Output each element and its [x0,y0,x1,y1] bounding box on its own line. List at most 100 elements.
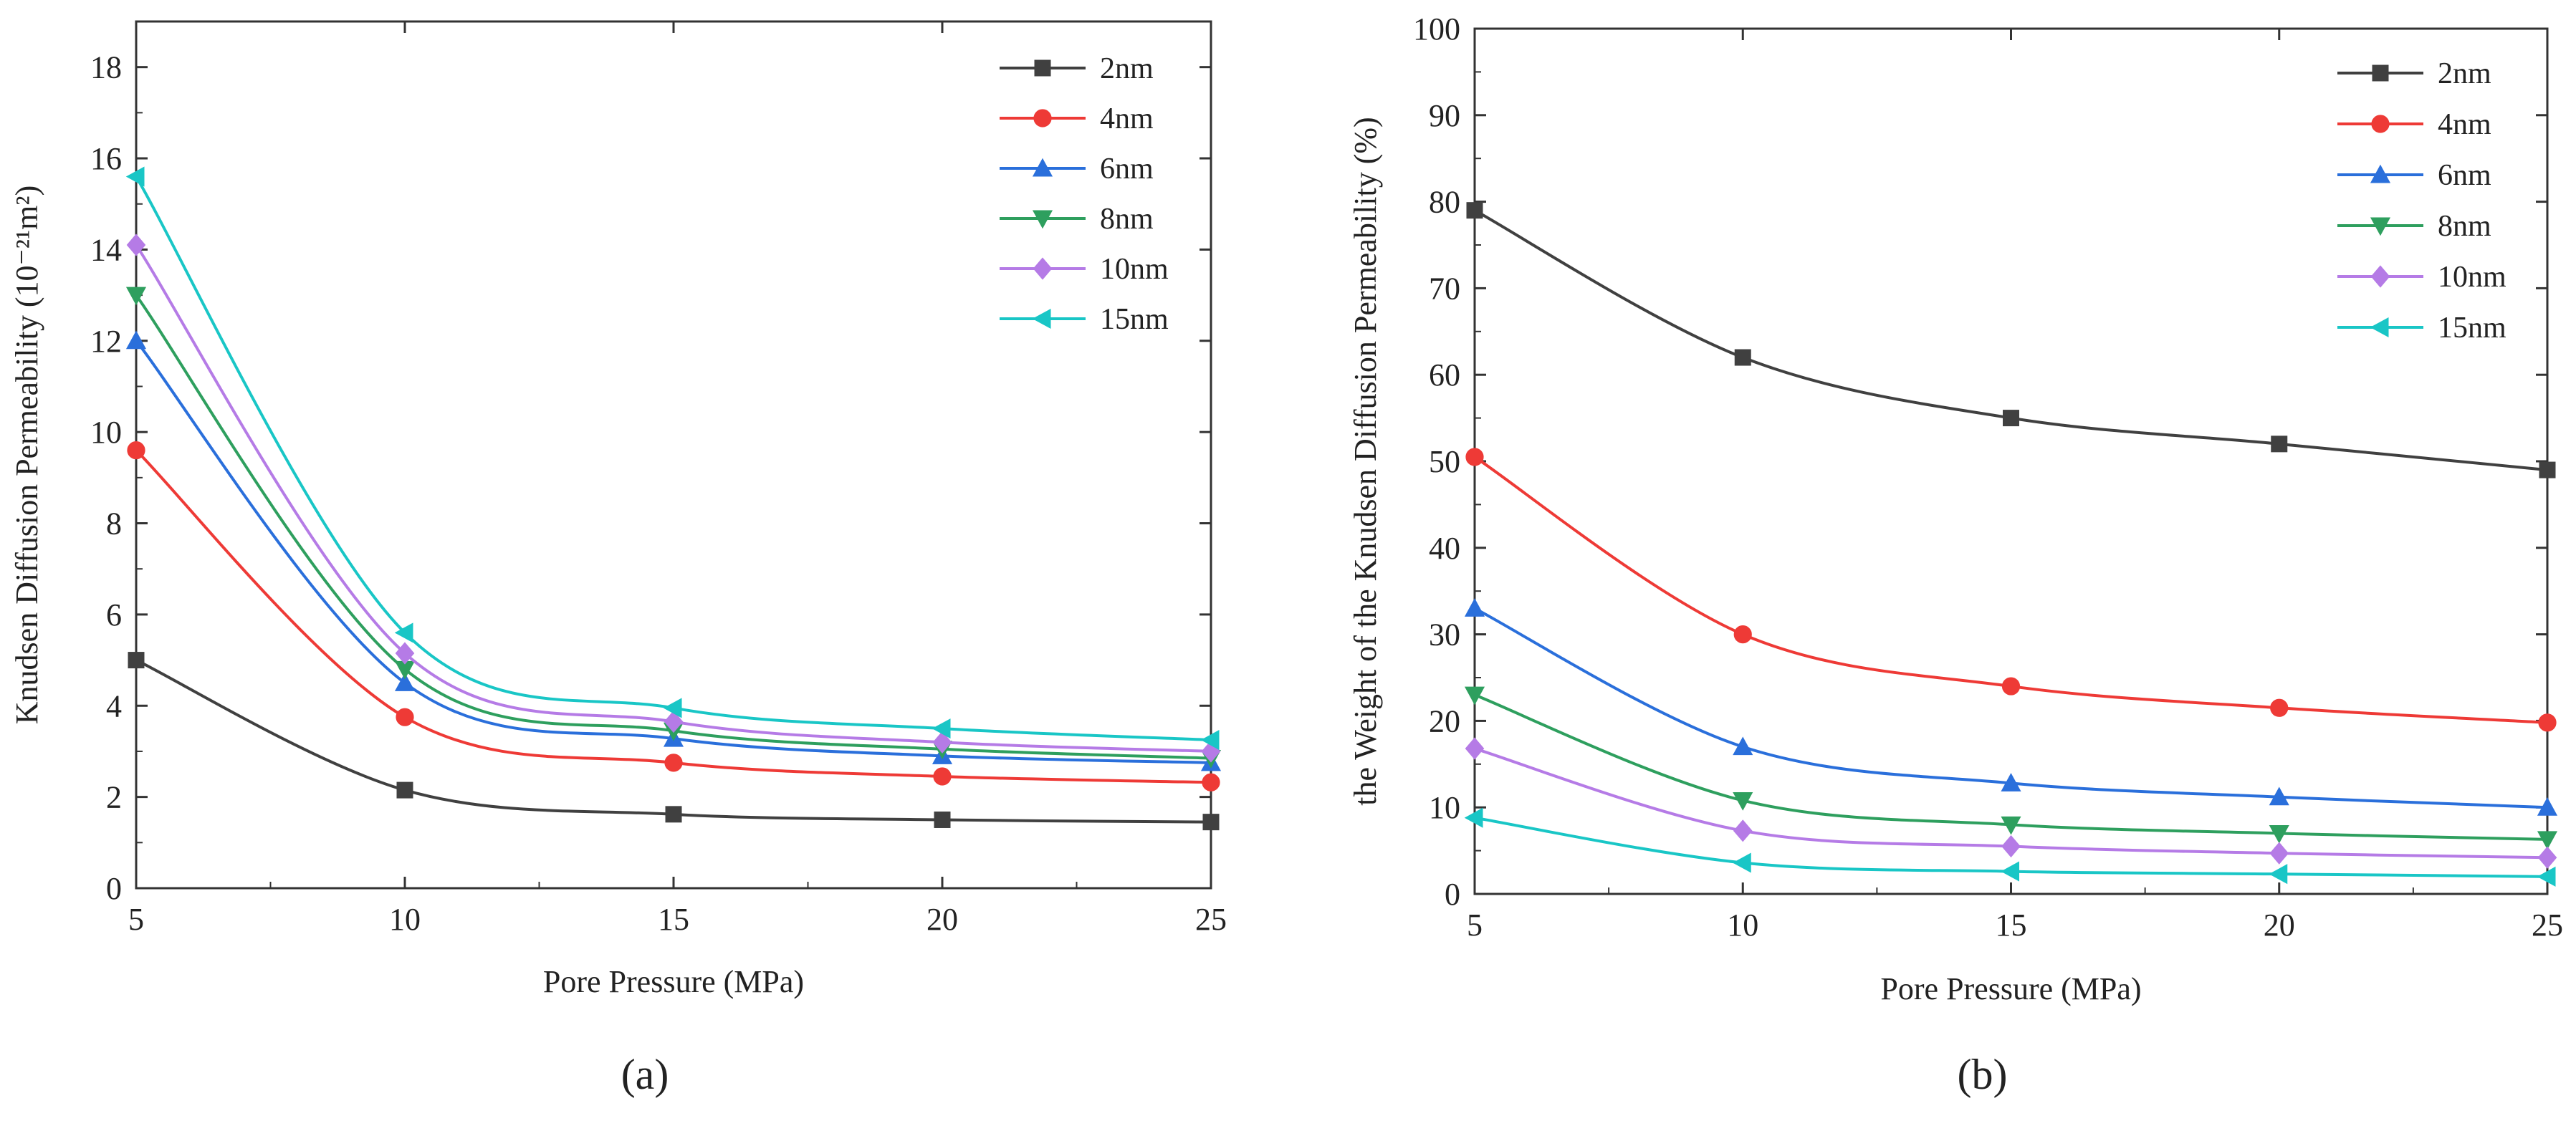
data-point [2539,461,2556,478]
y-tick-label: 30 [1429,617,1460,653]
series-line [1474,208,2548,472]
data-point [2001,773,2021,791]
y-tick-label: 50 [1429,444,1460,479]
series-8nm [1464,686,2558,850]
data-point [2538,713,2557,732]
legend-label: 6nm [2438,159,2491,192]
data-point [932,718,951,739]
data-point [1733,792,1753,811]
data-point [2537,797,2558,816]
data-point [1734,349,1751,366]
data-point [663,698,682,718]
legend-marker [1032,210,1053,229]
data-point [2001,816,2021,835]
legend-label: 8nm [1100,203,1154,236]
data-point [1733,625,1752,644]
data-point [2537,831,2558,850]
y-tick-label: 100 [1413,11,1460,47]
series-line [135,244,1212,753]
data-point [1466,202,1483,219]
legend-label: 8nm [2438,210,2491,243]
x-tick-label: 25 [2532,908,2563,943]
data-point [1202,814,1220,831]
legend-marker [2370,164,2391,183]
data-point [1733,736,1753,756]
data-point [394,622,413,643]
legend-marker [2372,64,2389,82]
data-point [2271,436,2288,453]
y-axis-title: the Weight of the Knudsen Diffusion Perm… [1348,117,1383,805]
y-tick-label: 4 [106,688,122,723]
x-tick-label: 25 [1195,902,1227,937]
data-point [1733,852,1751,873]
data-point [2270,698,2289,717]
x-tick-label: 15 [658,902,689,937]
y-tick-label: 60 [1429,357,1460,393]
legend-marker [2371,115,2390,133]
panel-label: (a) [621,1051,669,1098]
legend-label: 10nm [1100,253,1169,286]
legend-marker [1032,158,1053,177]
data-point [934,811,951,828]
x-tick-label: 5 [1467,908,1483,943]
series-line [135,449,1212,784]
legend-marker [1033,257,1053,280]
data-point [126,234,146,256]
data-point [1465,448,1484,466]
legend-label: 4nm [2438,108,2491,141]
y-tick-label: 8 [106,506,122,542]
y-tick-label: 0 [1445,877,1460,912]
legend-marker [2370,217,2391,236]
data-point [2537,866,2556,887]
legend-marker [1033,109,1052,127]
y-tick-label: 40 [1429,531,1460,566]
y-tick-label: 10 [90,415,122,450]
data-point [2269,842,2289,865]
series-line [135,340,1212,764]
data-point [2537,846,2557,869]
x-axis-title: Pore Pressure (MPa) [1880,971,2141,1006]
data-point [2269,786,2289,806]
y-tick-label: 70 [1429,271,1460,306]
series-6nm [1464,598,2558,816]
data-point [2001,834,2021,858]
chart-panel-a: 5 10 15 20 25 0 2 4 6 8 10 12 14 16 18 Pore Pressure (M… [9,20,1227,1098]
x-axis-title: Pore Pressure (MPa) [543,964,804,999]
data-point [2001,677,2021,696]
legend-label: 4nm [1100,102,1154,135]
y-axis-title: Knudsen Diffusion Permeability (10⁻²¹m²) [9,186,44,724]
series-4nm [1465,448,2557,732]
data-point [1202,773,1220,791]
y-tick-label: 90 [1429,98,1460,133]
y-tick-label: 20 [1429,703,1460,738]
series-2nm [128,652,1220,831]
legend-marker [1034,59,1051,77]
data-point [2003,410,2019,427]
data-point [127,441,145,460]
legend-label: 10nm [2438,261,2506,294]
chart-panel-b: 5 10 15 20 25 0 10 20 30 40 50 60 70 80 90 100 Pore Pres… [1348,11,2563,1098]
legend-label: 2nm [2438,57,2491,90]
data-point [1465,737,1485,760]
y-tick-label: 12 [90,324,122,359]
data-point [664,710,684,733]
data-point [394,673,416,691]
y-tick-label: 14 [90,232,122,267]
data-point [1200,729,1220,751]
data-point [2001,861,2019,882]
data-point [1464,598,1485,617]
data-point [125,166,145,187]
x-tick-label: 10 [389,902,421,937]
series-2nm [1466,202,2556,478]
y-tick-label: 0 [106,871,122,906]
series-line [135,175,1212,742]
x-tick-label: 20 [927,902,958,937]
y-tick-label: 18 [90,50,122,85]
legend-marker [1032,308,1051,329]
x-tick-label: 5 [128,902,144,937]
data-point [1733,819,1753,842]
data-point [1464,686,1485,706]
series-15nm [125,166,1220,751]
data-point [396,708,414,726]
